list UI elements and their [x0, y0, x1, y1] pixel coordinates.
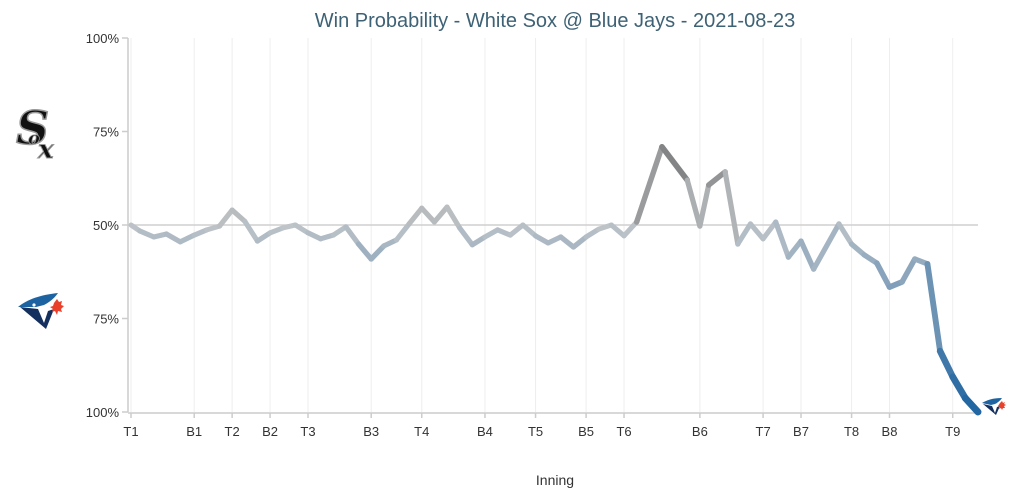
line-segment [899, 256, 918, 285]
line-segment [520, 222, 539, 239]
line-segment [924, 260, 944, 354]
line-segment [836, 221, 855, 247]
x-axis-title: Inning [536, 472, 574, 488]
line-segment [355, 241, 374, 262]
x-tick-label: T7 [756, 424, 771, 439]
x-tick-label: T8 [844, 424, 859, 439]
line-segment [368, 243, 387, 262]
line-segment [773, 219, 791, 260]
line-segment [216, 207, 235, 229]
line-segment [848, 241, 867, 258]
x-tick-label: B3 [363, 424, 379, 439]
x-tick-label: B8 [882, 424, 898, 439]
svg-text:o: o [28, 128, 40, 149]
x-tick-label: B6 [692, 424, 708, 439]
line-segment [444, 204, 463, 231]
line-segment [507, 222, 526, 238]
line-segment [177, 232, 197, 245]
x-tick-label: T9 [945, 424, 960, 439]
end-marker-blue-jays-logo-icon [982, 398, 1006, 415]
line-segment [558, 234, 577, 250]
x-tick-label: B5 [578, 424, 594, 439]
win-probability-line [128, 144, 982, 416]
x-tick-label: B1 [186, 424, 202, 439]
line-segment [747, 221, 766, 242]
x-axis: T1 B1 T2 B2 T3 B3 T4 B4 T5 B5 T6 B6 T7 B7 T8 B8 T9 [123, 412, 978, 439]
line-segment [684, 177, 703, 229]
line-segment [457, 225, 475, 248]
y-axis: 100% 75% 50% 75% 100% [86, 31, 129, 420]
line-segment [229, 207, 248, 224]
line-segment [633, 144, 665, 225]
line-segment [406, 205, 425, 227]
x-tick-label: T4 [414, 424, 429, 439]
y-tick-label: 100% [86, 31, 120, 46]
svg-text:S: S [16, 101, 49, 155]
line-segment [722, 169, 741, 247]
line-segment [936, 347, 956, 381]
line-segment [785, 238, 804, 260]
x-tick-label: T1 [123, 424, 138, 439]
line-segment [811, 221, 842, 272]
line-segment [760, 219, 779, 242]
line-segment [798, 238, 817, 272]
line-segment [343, 224, 362, 247]
x-tick-label: T6 [616, 424, 631, 439]
line-segment [242, 218, 260, 244]
y-tick-label: 75% [93, 125, 119, 140]
x-tick-label: T2 [225, 424, 240, 439]
line-segment [163, 231, 183, 245]
x-tick-label: B7 [793, 424, 809, 439]
line-segment [705, 169, 728, 188]
line-segment [874, 260, 893, 290]
x-tick-label: B4 [477, 424, 493, 439]
line-segment [659, 144, 691, 183]
x-tick-label: T3 [300, 424, 315, 439]
line-segment [949, 373, 969, 402]
x-tick-label: T5 [528, 424, 543, 439]
chart-title: Win Probability - White Sox @ Blue Jays … [315, 10, 796, 32]
x-tick-label: B2 [262, 424, 278, 439]
line-segment [431, 204, 450, 225]
y-tick-label: 100% [86, 405, 120, 420]
line-segment [393, 221, 412, 243]
line-segment [697, 182, 712, 229]
line-segment [608, 222, 627, 239]
line-segment [961, 394, 982, 416]
blue-jays-logo-icon [18, 293, 64, 329]
line-segment [419, 205, 437, 225]
y-tick-label: 50% [93, 218, 119, 233]
white-sox-logo-icon: S x o [15, 100, 54, 165]
svg-text:x: x [37, 135, 54, 165]
line-segment [735, 221, 753, 247]
line-segment [570, 234, 589, 250]
y-tick-label: 75% [93, 312, 119, 327]
line-segment [621, 219, 640, 239]
